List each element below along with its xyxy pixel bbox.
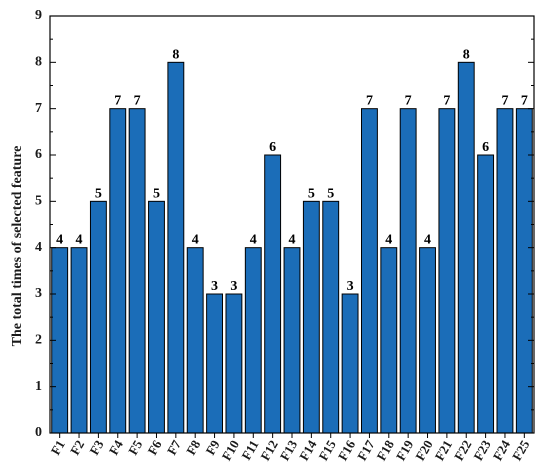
y-tick-label-7: 7 [35, 101, 42, 116]
data-label-F21: 7 [443, 94, 450, 109]
data-label-F20: 4 [424, 233, 431, 248]
y-tick-label-4: 4 [35, 240, 42, 255]
data-label-F5: 7 [134, 94, 141, 109]
x-tick-label-F19: F19 [393, 437, 417, 463]
bar-F2 [70, 247, 88, 434]
bar-F5 [128, 108, 146, 434]
x-tick-label-F24: F24 [490, 437, 514, 463]
x-tick-label-F8: F8 [183, 437, 203, 457]
bar-F25 [515, 108, 533, 434]
x-axis-ticks: F1 F2 F3 F4 F5 F6 F7 F8 F9F10F11F12F13F14F15F16F… [48, 433, 533, 463]
x-tick-label-F17: F17 [354, 437, 378, 463]
data-label-F18: 4 [385, 233, 392, 248]
bar-F14 [302, 200, 320, 434]
y-axis-title: The total times of selected feature [10, 146, 25, 347]
x-tick-label-F11: F11 [238, 437, 261, 462]
bar-F13 [283, 247, 301, 434]
data-label-F8: 4 [192, 233, 199, 248]
bar-F22 [457, 61, 475, 434]
bar-F7 [167, 61, 185, 434]
bar-F20 [419, 247, 436, 434]
bar-F18 [380, 247, 398, 434]
data-label-F3: 5 [95, 186, 102, 201]
bars-layer [51, 61, 533, 434]
x-tick-label-F18: F18 [374, 437, 398, 463]
x-tick-label-F13: F13 [277, 437, 301, 463]
data-label-F25: 7 [521, 94, 528, 109]
y-tick-label-1: 1 [35, 379, 42, 394]
bar-F3 [89, 200, 107, 434]
x-tick-label-F20: F20 [412, 437, 435, 463]
x-tick-label-F6: F6 [144, 437, 164, 457]
data-label-F19: 7 [405, 94, 412, 109]
bar-F16 [341, 293, 359, 434]
x-tick-label-F7: F7 [164, 437, 184, 457]
data-label-F1: 4 [56, 233, 63, 248]
data-label-F6: 5 [153, 186, 160, 201]
y-tick-label-9: 9 [35, 8, 42, 23]
bar-F4 [109, 108, 127, 434]
bar-F12 [264, 154, 282, 434]
bar-F6 [148, 200, 165, 434]
data-label-F14: 5 [308, 186, 315, 201]
data-label-F16: 3 [347, 279, 354, 294]
bar-F9 [206, 293, 223, 434]
x-tick-label-F4: F4 [106, 437, 126, 457]
bar-F24 [496, 108, 514, 434]
data-label-F7: 8 [172, 47, 179, 62]
x-tick-label-F25: F25 [509, 437, 533, 463]
bar-F23 [477, 154, 495, 434]
y-axis-ticks: 0 1 2 3 4 5 6 7 8 9 [35, 8, 534, 440]
data-label-F24: 7 [501, 94, 508, 109]
x-tick-label-F1: F1 [48, 437, 68, 457]
x-tick-label-F15: F15 [315, 437, 339, 463]
x-tick-label-F21: F21 [432, 437, 455, 463]
x-tick-label-F23: F23 [470, 437, 494, 463]
x-tick-label-F14: F14 [296, 437, 320, 463]
x-tick-label-F16: F16 [335, 437, 359, 463]
data-label-F4: 7 [114, 94, 121, 109]
data-label-F15: 5 [327, 186, 334, 201]
data-label-F17: 7 [366, 94, 373, 109]
data-label-F2: 4 [76, 233, 83, 248]
x-tick-label-F22: F22 [451, 437, 474, 463]
x-tick-label-F5: F5 [125, 437, 145, 457]
bar-F11 [244, 247, 262, 434]
data-label-F12: 6 [269, 140, 276, 155]
y-tick-label-2: 2 [35, 333, 42, 348]
y-tick-label-3: 3 [35, 286, 42, 301]
data-label-F22: 8 [463, 47, 470, 62]
y-tick-label-5: 5 [35, 194, 42, 209]
x-tick-label-F12: F12 [257, 437, 280, 463]
x-tick-label-F3: F3 [86, 437, 106, 457]
data-label-F13: 4 [289, 233, 296, 248]
y-tick-label-6: 6 [35, 147, 42, 162]
x-tick-label-F2: F2 [67, 437, 87, 457]
data-label-F9: 3 [211, 279, 218, 294]
data-label-F11: 4 [250, 233, 257, 248]
y-tick-label-0: 0 [35, 425, 42, 440]
x-tick-label-F10: F10 [219, 437, 242, 463]
data-label-F10: 3 [230, 279, 237, 294]
bar-F10 [225, 293, 243, 434]
bar-F17 [361, 108, 378, 434]
bar-F19 [399, 108, 417, 434]
bar-F21 [438, 108, 456, 434]
data-label-F23: 6 [482, 140, 489, 155]
bar-F8 [186, 247, 204, 434]
bar-F15 [322, 200, 340, 434]
y-tick-label-8: 8 [35, 55, 42, 70]
